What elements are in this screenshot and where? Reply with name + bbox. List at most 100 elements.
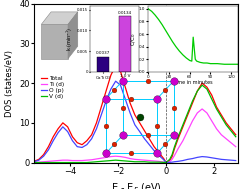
Ti (d) (52, 160, 55, 162)
Line: Total: Total (34, 65, 236, 163)
O (p) (100, 114, 103, 116)
O (p) (201, 155, 204, 158)
Ti (d) (81, 160, 84, 162)
Total (162, 157, 165, 160)
Ti (d) (165, 161, 168, 164)
V (d) (201, 84, 204, 86)
O (p) (153, 149, 156, 152)
Total (168, 160, 171, 162)
O (p) (76, 146, 79, 148)
Total (143, 130, 146, 132)
O (p) (109, 88, 112, 90)
Y-axis label: k (min$^{-1}$): k (min$^{-1}$) (65, 27, 75, 51)
O (p) (162, 159, 165, 161)
O (p) (165, 161, 168, 164)
Total (191, 102, 194, 104)
V (d) (90, 161, 93, 163)
O (p) (229, 159, 232, 161)
O (p) (206, 156, 208, 158)
Ti (d) (182, 139, 184, 142)
V (d) (52, 161, 55, 164)
Total (133, 114, 136, 116)
V (d) (196, 90, 199, 92)
O (p) (220, 158, 223, 160)
V (d) (138, 161, 141, 163)
Total (95, 122, 98, 124)
Total (234, 134, 237, 136)
Ti (d) (57, 160, 60, 162)
V (d) (95, 161, 98, 163)
V (d) (100, 160, 103, 163)
V (d) (129, 160, 131, 163)
Ti (d) (100, 157, 103, 159)
Ti (d) (148, 160, 151, 162)
Total (148, 138, 151, 140)
Ti (d) (47, 160, 50, 163)
Ti (d) (90, 159, 93, 161)
Total (90, 134, 93, 136)
O (p) (42, 155, 45, 157)
V (d) (114, 159, 117, 161)
Total (37, 158, 40, 160)
Ti (d) (220, 134, 223, 136)
Total (119, 70, 122, 72)
Total (81, 144, 84, 146)
Ti (d) (171, 158, 174, 160)
Ti (d) (157, 160, 160, 163)
O (p) (90, 138, 93, 140)
Total (104, 90, 107, 92)
Total (215, 106, 218, 108)
V (d) (42, 161, 45, 164)
Bar (97, 57, 109, 72)
Ti (d) (229, 142, 232, 144)
V (d) (37, 161, 40, 164)
Line: O (p): O (p) (34, 81, 236, 163)
V (d) (61, 161, 64, 164)
O (p) (114, 80, 117, 82)
Ti (d) (61, 159, 64, 161)
V (d) (229, 130, 232, 132)
X-axis label: E - E$_F$ (eV): E - E$_F$ (eV) (111, 181, 162, 189)
O (p) (182, 160, 184, 162)
Total (71, 136, 74, 138)
V (d) (191, 100, 194, 102)
Ti (d) (33, 161, 35, 163)
Line: V (d): V (d) (34, 85, 236, 163)
O (p) (66, 130, 69, 133)
V (d) (71, 161, 74, 164)
Polygon shape (68, 12, 78, 59)
Text: 0.0134: 0.0134 (118, 11, 132, 15)
V (d) (143, 161, 146, 163)
V (d) (66, 161, 69, 164)
Ti (d) (173, 154, 176, 156)
Y-axis label: DOS (states/eV): DOS (states/eV) (5, 50, 14, 117)
Ti (d) (76, 160, 79, 162)
V (d) (104, 160, 107, 162)
V (d) (157, 161, 160, 163)
O (p) (157, 154, 160, 156)
Ti (d) (196, 112, 199, 114)
V (d) (153, 161, 156, 163)
O (p) (168, 161, 171, 163)
V (d) (165, 161, 168, 164)
O (p) (104, 100, 107, 102)
Ti (d) (215, 128, 218, 130)
Total (100, 106, 103, 108)
O (p) (71, 139, 74, 142)
Total (138, 122, 141, 124)
O (p) (215, 157, 218, 160)
O (p) (191, 157, 194, 160)
O (p) (52, 139, 55, 142)
Ti (d) (124, 156, 127, 159)
V (d) (119, 160, 122, 162)
Total (52, 136, 55, 138)
V (d) (171, 153, 174, 156)
V (d) (109, 160, 112, 162)
Total (114, 64, 117, 67)
O (p) (37, 159, 40, 161)
Y-axis label: C/C$_0$: C/C$_0$ (129, 32, 138, 46)
Total (47, 146, 50, 148)
Legend: Total, Ti (d), O (p), V (d): Total, Ti (d), O (p), V (d) (39, 73, 67, 101)
Ti (d) (234, 146, 237, 148)
V (d) (206, 88, 208, 90)
